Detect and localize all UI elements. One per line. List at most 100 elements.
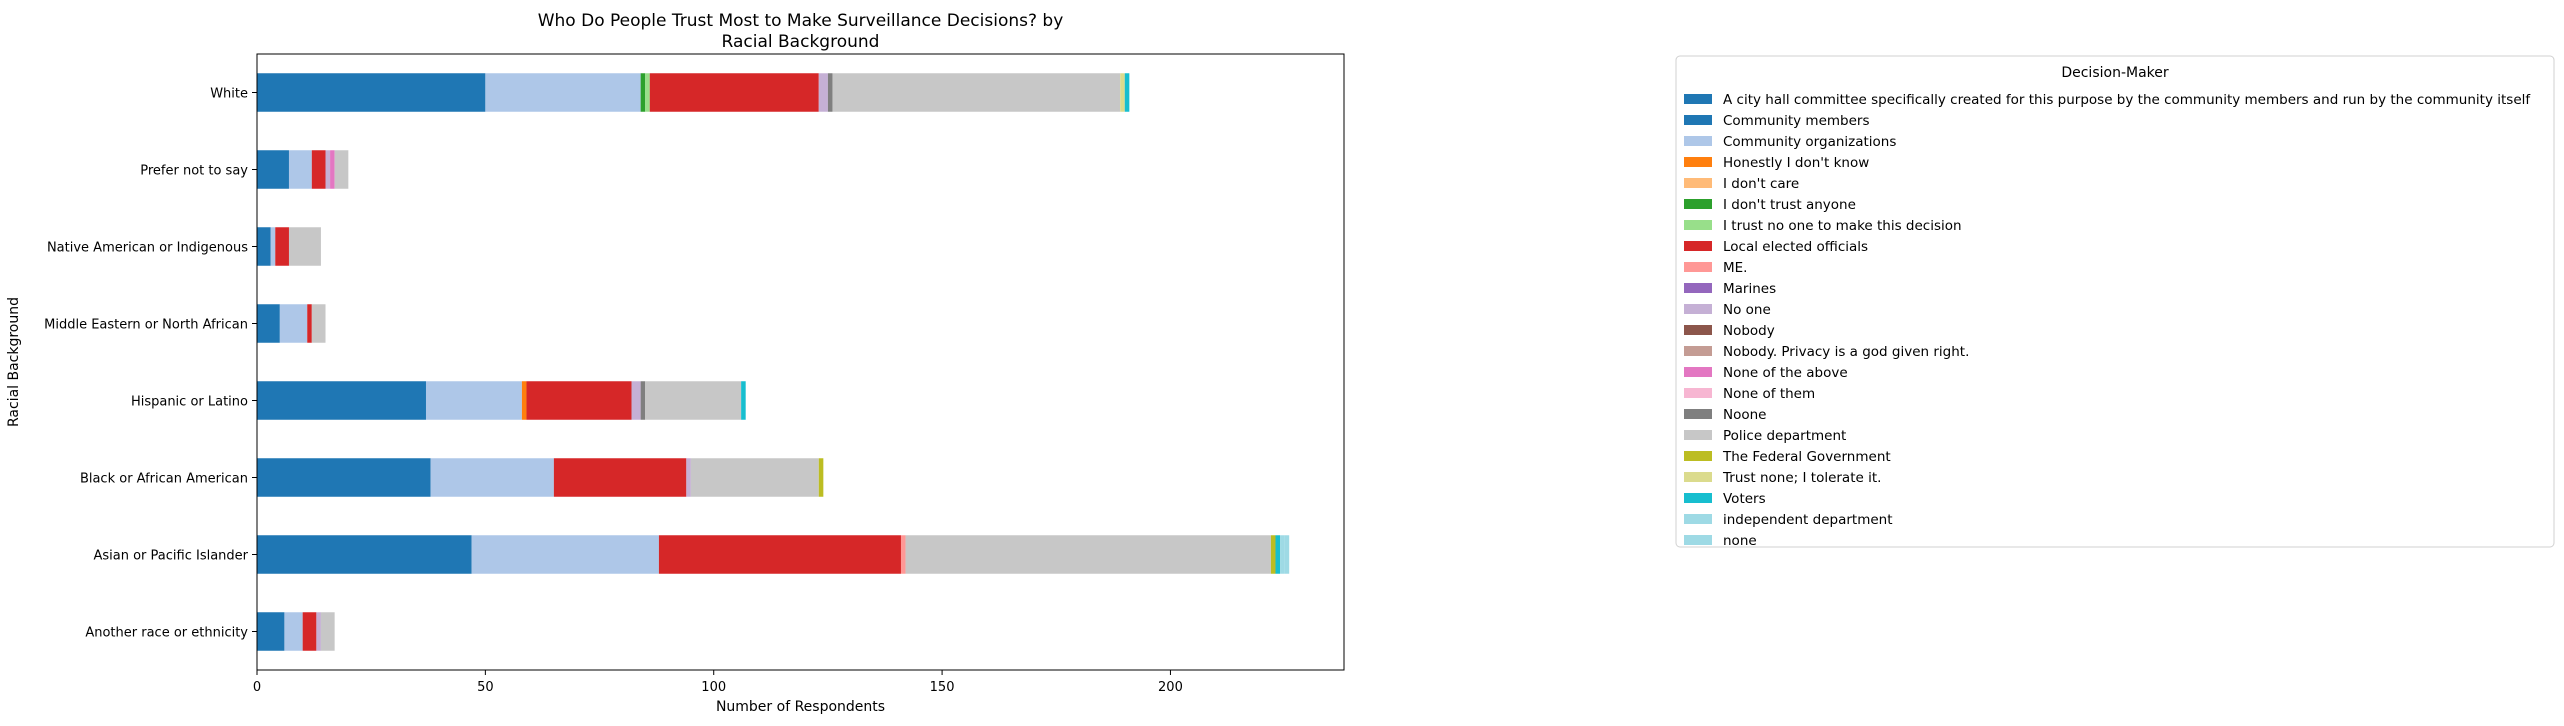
legend-entry: Nobody	[1723, 323, 1775, 339]
legend-swatch	[1684, 115, 1712, 125]
legend-swatch	[1684, 367, 1712, 377]
legend-swatch	[1684, 220, 1712, 230]
legend-entry: No one	[1723, 302, 1771, 318]
bar-segment	[640, 381, 646, 420]
legend-swatch	[1684, 136, 1712, 146]
bar-segment	[526, 381, 632, 420]
bar-segment	[275, 227, 289, 266]
bar-segment	[905, 535, 1271, 574]
legend-entry: none	[1723, 533, 1757, 549]
bars	[257, 73, 1290, 651]
bar-segment	[521, 381, 527, 420]
bar-segment	[1124, 73, 1130, 112]
legend-entry: Nobody. Privacy is a god given right.	[1723, 344, 1969, 360]
y-tick-label: Middle Eastern or North African	[44, 318, 248, 333]
bar-segment	[316, 612, 321, 651]
legend-swatch	[1684, 94, 1712, 104]
legend-entry: None of the above	[1723, 365, 1848, 381]
bar-segment	[279, 304, 308, 343]
bar-segment	[645, 381, 742, 420]
y-tick-label: Hispanic or Latino	[131, 395, 248, 410]
y-axis-label: Racial Background	[6, 297, 22, 427]
y-axis: Another race or ethnicity Asian or Pacifi…	[44, 87, 257, 641]
bar-segment	[257, 150, 289, 189]
legend-swatch	[1684, 283, 1712, 293]
legend-entry: ME.	[1723, 260, 1747, 276]
bar-segment	[832, 73, 1121, 112]
bar-segment	[631, 381, 641, 420]
x-tick-label: 50	[477, 680, 494, 695]
plot-frame	[256, 53, 1345, 671]
bar-segment	[1284, 535, 1290, 574]
legend-entry: None of them	[1723, 386, 1815, 402]
bar-segment	[334, 150, 349, 189]
legend-entry: Trust none; I tolerate it.	[1722, 470, 1881, 486]
legend-swatch	[1684, 493, 1712, 503]
bar-segment	[690, 458, 819, 497]
legend: Decision-Maker A city hall committee spec…	[1675, 55, 2555, 549]
legend-swatch	[1684, 535, 1712, 545]
bar-segment	[640, 73, 646, 112]
bar-segment	[325, 150, 331, 189]
legend-entry: Community members	[1723, 113, 1870, 129]
x-tick-label: 150	[930, 680, 955, 695]
bar-segment	[307, 304, 312, 343]
bar-segment	[645, 73, 650, 112]
legend-swatch	[1684, 451, 1712, 461]
legend-entry: Voters	[1723, 491, 1766, 507]
bar-segment	[257, 304, 280, 343]
title-line: Racial Background	[722, 32, 880, 52]
chart-title: Who Do People Trust Most to Make Surveil…	[538, 11, 1064, 52]
legend-entry: independent department	[1723, 512, 1893, 528]
legend-entry: Police department	[1723, 428, 1846, 444]
legend-swatch	[1684, 514, 1712, 524]
bar-segment	[818, 73, 828, 112]
bar-segment	[649, 73, 819, 112]
bar-segment	[257, 535, 472, 574]
bar-segment	[311, 150, 326, 189]
bar-segment	[686, 458, 691, 497]
bar-segment	[827, 73, 833, 112]
y-tick-label: Asian or Pacific Islander	[93, 549, 248, 564]
legend-swatch	[1684, 262, 1712, 272]
title-line: Who Do People Trust Most to Make Surveil…	[538, 11, 1064, 31]
y-tick-label: Black or African American	[80, 472, 248, 487]
legend-entry: Honestly I don't know	[1723, 155, 1869, 171]
bar-segment	[658, 535, 901, 574]
legend-box	[1675, 55, 2555, 548]
legend-swatch	[1684, 346, 1712, 356]
bar-segment	[257, 381, 426, 420]
bar-segment	[257, 227, 271, 266]
bar-segment	[288, 227, 321, 266]
y-tick-label: Another race or ethnicity	[85, 626, 248, 641]
bar-segment	[311, 304, 326, 343]
bar-segment	[425, 381, 522, 420]
bar-segment	[471, 535, 659, 574]
legend-entry: The Federal Government	[1722, 449, 1891, 465]
bar-segment	[257, 458, 431, 497]
bar-segment	[302, 612, 317, 651]
bar-segment	[818, 458, 824, 497]
bar-segment	[284, 612, 303, 651]
bar-segment	[1280, 535, 1285, 574]
y-tick-label: Native American or Indigenous	[47, 241, 248, 256]
legend-entry: Community organizations	[1723, 134, 1896, 150]
y-tick-label: White	[210, 87, 248, 102]
bar-segment	[430, 458, 554, 497]
bar-segment	[485, 73, 641, 112]
bar-segment	[1120, 73, 1125, 112]
x-axis: 0 50 100 150 200	[253, 670, 1183, 695]
x-tick-label: 0	[253, 680, 261, 695]
legend-entry: A city hall committee specifically creat…	[1723, 92, 2531, 108]
bar-segment	[330, 150, 335, 189]
legend-entry: I don't trust anyone	[1723, 197, 1856, 213]
bar-segment	[320, 612, 335, 651]
x-tick-label: 100	[701, 680, 726, 695]
y-tick-label: Prefer not to say	[140, 164, 248, 179]
bar-segment	[257, 612, 285, 651]
legend-swatch	[1684, 472, 1712, 482]
legend-entry: Noone	[1723, 407, 1766, 423]
bar-segment	[288, 150, 312, 189]
